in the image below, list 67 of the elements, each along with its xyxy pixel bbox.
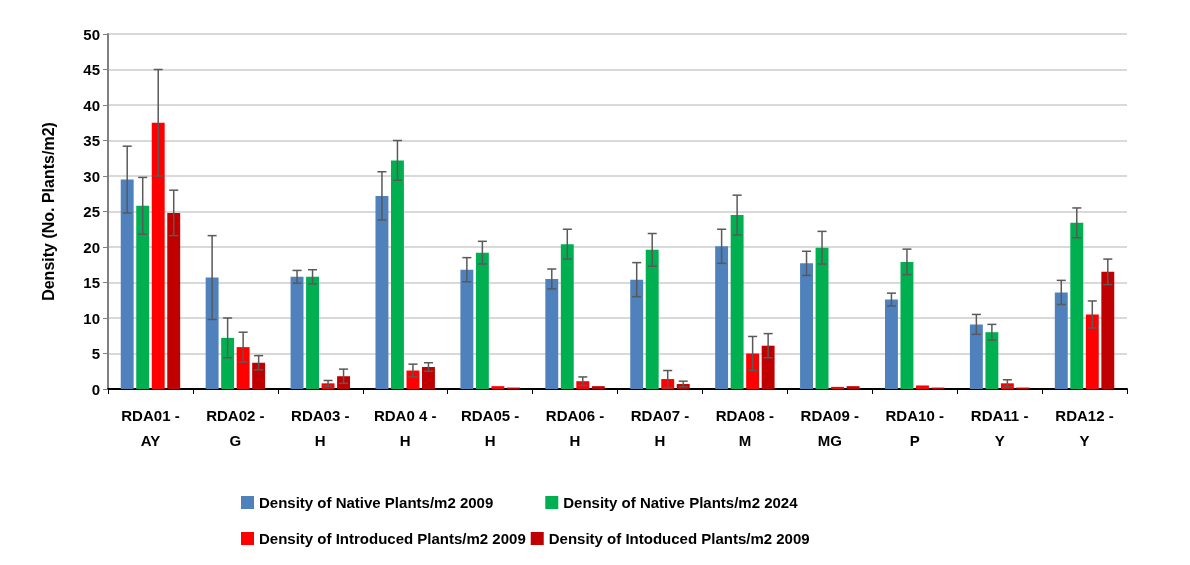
x-tick-label: RDA10 - P bbox=[885, 407, 944, 449]
bar bbox=[475, 252, 489, 389]
bar bbox=[900, 261, 914, 389]
x-tick-label: RDA11 - Y bbox=[970, 407, 1029, 449]
y-tick-label: 25 bbox=[83, 203, 100, 220]
bar bbox=[831, 386, 845, 389]
x-tick-label: RDA07 - H bbox=[630, 407, 690, 449]
y-tick-label: 15 bbox=[83, 274, 100, 291]
bar bbox=[884, 299, 898, 389]
legend-label: Density of Introduced Plants/m2 2009 bbox=[259, 530, 526, 547]
y-axis-title: Density (No. Plants/m2) bbox=[39, 122, 57, 301]
x-tick-label: RDA08 - M bbox=[715, 407, 775, 449]
bar bbox=[290, 276, 304, 389]
bar bbox=[252, 362, 266, 389]
bar bbox=[815, 247, 829, 389]
bar bbox=[985, 332, 999, 389]
bar bbox=[916, 385, 929, 389]
bar bbox=[746, 353, 760, 389]
bar bbox=[236, 347, 250, 389]
bar bbox=[167, 212, 181, 389]
x-tick-label: RDA02 - G bbox=[206, 407, 265, 449]
y-tick-label: 35 bbox=[83, 132, 100, 149]
bar bbox=[969, 324, 983, 389]
bar bbox=[761, 345, 775, 389]
x-tick-label: RDA12 - Y bbox=[1055, 407, 1114, 449]
legend-label: Density of Native Plants/m2 2024 bbox=[563, 494, 799, 511]
bar bbox=[545, 278, 559, 389]
bar bbox=[715, 246, 729, 389]
bar bbox=[1101, 271, 1115, 389]
bar bbox=[1054, 292, 1068, 389]
bar bbox=[221, 337, 235, 389]
bar bbox=[151, 122, 165, 389]
legend-label: Density of Intoduced Plants/m2 2009 bbox=[548, 530, 810, 547]
y-tick-label: 5 bbox=[91, 345, 100, 362]
bar bbox=[630, 279, 644, 389]
x-tick-label: RDA03 - H bbox=[291, 407, 350, 449]
bar bbox=[800, 263, 813, 389]
bar bbox=[390, 160, 404, 389]
bar bbox=[337, 376, 351, 389]
y-tick-label: 50 bbox=[83, 25, 100, 43]
x-tick-label: RDA09 - MG bbox=[800, 407, 859, 449]
bar bbox=[591, 386, 605, 389]
y-tick-label: 10 bbox=[83, 309, 100, 327]
bar bbox=[730, 215, 744, 389]
x-tick-label: RDA0 4 - H bbox=[373, 407, 437, 449]
bar bbox=[375, 195, 389, 389]
y-tick-label: 0 bbox=[91, 380, 100, 398]
bar bbox=[560, 244, 574, 389]
y-tick-label: 45 bbox=[83, 61, 100, 78]
bar bbox=[306, 276, 319, 389]
bar bbox=[846, 386, 860, 389]
y-tick-label: 30 bbox=[83, 167, 100, 185]
legend-label: Density of Native Plants/m2 2009 bbox=[259, 494, 494, 511]
y-tick-label: 20 bbox=[83, 238, 100, 256]
bar bbox=[645, 249, 659, 389]
bar bbox=[1085, 314, 1099, 389]
x-tick-label: RDA01 - AY bbox=[121, 407, 180, 449]
bar bbox=[460, 269, 474, 389]
bar bbox=[422, 366, 435, 389]
x-tick-label: RDA05 - H bbox=[460, 407, 520, 449]
x-tick-label: RDA06 - H bbox=[545, 407, 605, 449]
bar bbox=[205, 277, 219, 389]
bar bbox=[1070, 222, 1084, 389]
bar bbox=[120, 179, 134, 389]
bar bbox=[136, 205, 150, 389]
y-tick-label: 40 bbox=[83, 96, 100, 114]
bar bbox=[491, 386, 505, 389]
